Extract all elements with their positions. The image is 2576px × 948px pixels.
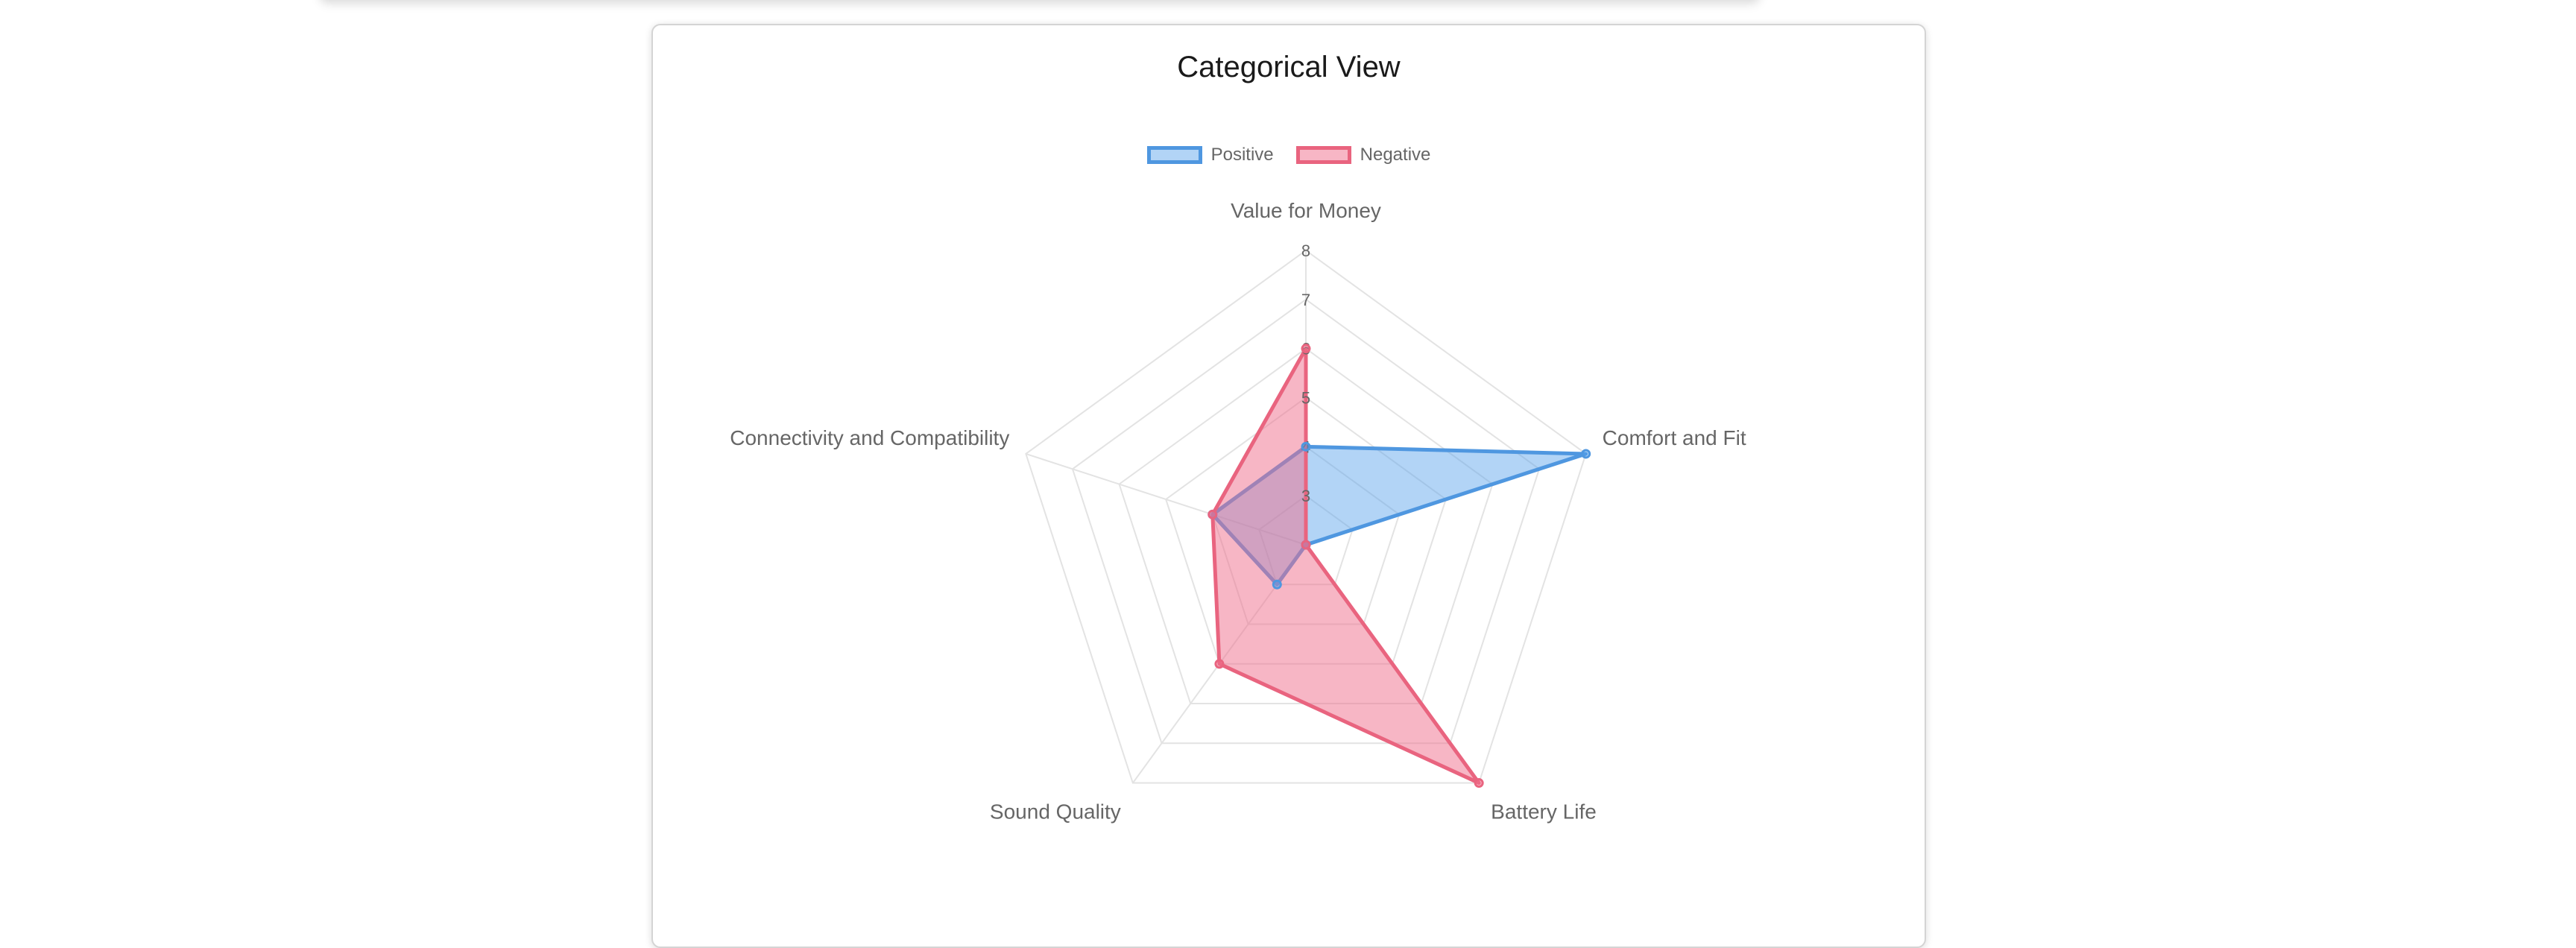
chart-card: Categorical View Positive Negative 34567… [651, 24, 1926, 948]
legend-swatch-positive [1146, 146, 1202, 164]
chart-legend: Positive Negative [653, 145, 1925, 165]
r-tick-label: 8 [1301, 241, 1310, 260]
legend-label-positive: Positive [1210, 145, 1274, 165]
data-point-negative [1301, 344, 1311, 354]
data-point-negative [1214, 659, 1225, 669]
axis-label: Value for Money [1231, 199, 1381, 222]
legend-swatch-negative [1295, 146, 1351, 164]
legend-item-positive[interactable]: Positive [1146, 145, 1274, 165]
series-area-negative [1210, 347, 1481, 786]
legend-label-negative: Negative [1360, 145, 1431, 165]
data-point-positive [1581, 449, 1591, 459]
axis-label: Connectivity and Compatibility [730, 426, 1009, 449]
r-tick-label: 5 [1301, 389, 1310, 408]
data-point-positive [1272, 579, 1282, 590]
data-point-negative [1301, 540, 1311, 550]
legend-item-negative[interactable]: Negative [1295, 145, 1431, 165]
data-point-negative [1474, 778, 1484, 789]
r-tick-label: 3 [1301, 487, 1310, 505]
axis-label: Comfort and Fit [1603, 426, 1746, 449]
axis-label: Sound Quality [990, 800, 1121, 824]
chart-title: Categorical View [1177, 51, 1401, 83]
data-point-positive [1301, 441, 1311, 452]
axis-label: Battery Life [1491, 800, 1597, 824]
data-point-negative [1208, 509, 1218, 519]
grid-ring [1071, 298, 1541, 745]
grid-ring [1025, 249, 1587, 784]
r-tick-label: 7 [1301, 291, 1310, 309]
r-tick-label: 4 [1301, 437, 1310, 456]
